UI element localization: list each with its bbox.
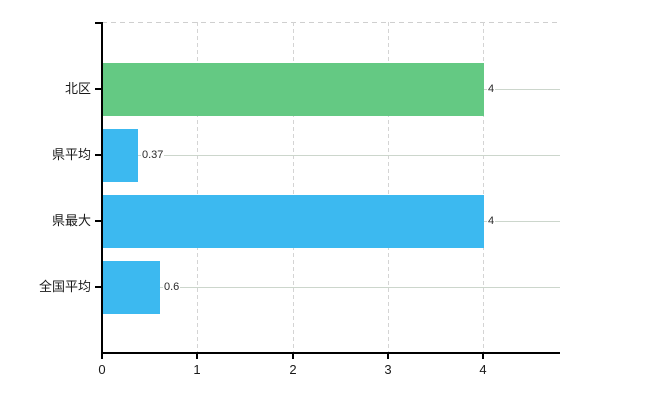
- bar: [103, 129, 138, 182]
- category-tick: [95, 88, 101, 90]
- x-tick: [196, 354, 198, 359]
- category-tick: [95, 286, 101, 288]
- gridline-vertical: [388, 22, 389, 353]
- y-axis-line: [101, 22, 103, 354]
- plot-top-border: [102, 22, 560, 23]
- x-tick-label: 4: [479, 362, 487, 377]
- y-axis-top-tick: [95, 22, 101, 24]
- bar-value-label: 4: [487, 82, 496, 96]
- category-label: 北区: [64, 81, 91, 96]
- x-tick: [482, 354, 484, 359]
- x-tick-label: 0: [98, 362, 106, 377]
- gridline-vertical: [293, 22, 294, 353]
- bar: [103, 63, 484, 116]
- bar-value-label: 0.37: [141, 148, 165, 162]
- category-label: 県平均: [51, 147, 91, 162]
- x-tick: [101, 354, 103, 359]
- bar-value-label: 0.6: [163, 280, 181, 294]
- x-tick-label: 2: [289, 362, 297, 377]
- bar: [103, 195, 484, 248]
- gridline-horizontal: [102, 155, 560, 156]
- gridline-vertical: [483, 22, 484, 353]
- category-label: 全国平均: [38, 279, 91, 294]
- category-label: 県最大: [51, 213, 91, 228]
- x-tick-label: 1: [193, 362, 201, 377]
- category-tick: [95, 220, 101, 222]
- bar: [103, 261, 160, 314]
- x-axis-line: [101, 352, 560, 354]
- x-tick: [292, 354, 294, 359]
- category-tick: [95, 154, 101, 156]
- gridline-horizontal: [102, 287, 560, 288]
- bar-value-label: 4: [487, 214, 496, 228]
- gridline-vertical: [197, 22, 198, 353]
- x-tick: [387, 354, 389, 359]
- x-tick-label: 3: [384, 362, 392, 377]
